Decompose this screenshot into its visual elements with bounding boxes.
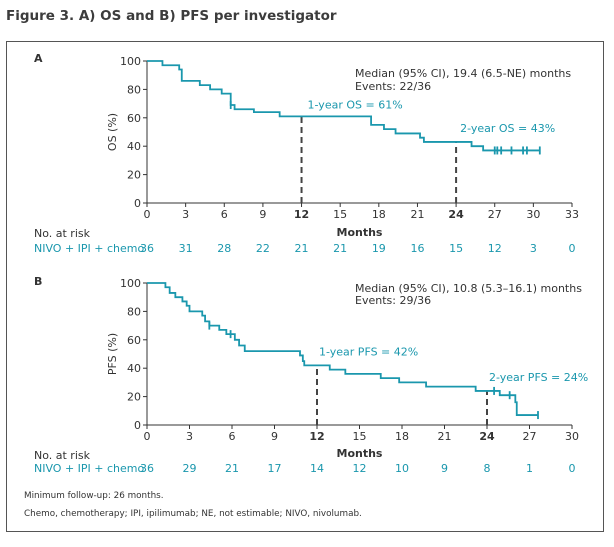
x-tick-label-pfs: 30 xyxy=(565,430,579,443)
risk-group-os: NIVO + IPI + chemo xyxy=(34,242,145,255)
figure-frame xyxy=(6,41,604,532)
events-text-pfs: Events: 29/36 xyxy=(355,294,431,307)
km-curve-pfs xyxy=(147,282,538,416)
risk-count-os: 21 xyxy=(333,242,347,255)
risk-count-pfs: 9 xyxy=(441,462,448,475)
landmark-label-pfs: 2-year PFS = 24% xyxy=(489,371,588,384)
y-axis-label-pfs: PFS (%) xyxy=(106,333,119,375)
risk-count-os: 19 xyxy=(372,242,386,255)
y-tick-label-os: 40 xyxy=(127,140,141,153)
x-tick-label-pfs: 27 xyxy=(523,430,537,443)
figure-title: Figure 3. A) OS and B) PFS per investiga… xyxy=(6,8,337,24)
x-tick-label-pfs: 24 xyxy=(479,430,495,443)
y-axis-label-os: OS (%) xyxy=(106,113,119,151)
y-tick-label-pfs: 100 xyxy=(120,277,141,290)
x-tick-label-pfs: 21 xyxy=(438,430,452,443)
x-tick-label-pfs: 6 xyxy=(229,430,236,443)
x-tick-label-pfs: 15 xyxy=(353,430,367,443)
risk-count-os: 16 xyxy=(410,242,424,255)
panel-label-os: A xyxy=(34,52,43,65)
x-tick-label-pfs: 18 xyxy=(395,430,409,443)
risk-count-os: 3 xyxy=(530,242,537,255)
risk-count-os: 0 xyxy=(569,242,576,255)
risk-count-pfs: 36 xyxy=(140,462,154,475)
risk-count-os: 12 xyxy=(488,242,502,255)
x-tick-label-os: 12 xyxy=(294,208,309,221)
x-tick-label-os: 30 xyxy=(526,208,540,221)
risk-heading-os: No. at risk xyxy=(34,227,91,240)
y-tick-label-pfs: 80 xyxy=(127,305,141,318)
median-text-os: Median (95% CI), 19.4 (6.5-NE) months xyxy=(355,67,571,80)
y-tick-label-pfs: 40 xyxy=(127,362,141,375)
risk-count-pfs: 29 xyxy=(183,462,197,475)
y-tick-label-os: 0 xyxy=(134,197,141,210)
landmark-label-os: 1-year OS = 61% xyxy=(308,98,403,111)
footnote-follow-up: Minimum follow-up: 26 months. xyxy=(24,491,164,501)
x-tick-label-pfs: 9 xyxy=(271,430,278,443)
y-tick-label-os: 60 xyxy=(127,112,141,125)
x-tick-label-os: 15 xyxy=(333,208,347,221)
risk-count-os: 21 xyxy=(295,242,309,255)
y-tick-label-os: 100 xyxy=(120,55,141,68)
landmark-label-pfs: 1-year PFS = 42% xyxy=(319,345,418,358)
risk-count-os: 31 xyxy=(179,242,193,255)
median-text-pfs: Median (95% CI), 10.8 (5.3–16.1) months xyxy=(355,282,582,295)
x-tick-label-os: 33 xyxy=(565,208,579,221)
x-tick-label-os: 6 xyxy=(221,208,228,221)
x-tick-label-os: 27 xyxy=(488,208,502,221)
landmark-label-os: 2-year OS = 43% xyxy=(460,122,555,135)
x-tick-label-pfs: 3 xyxy=(186,430,193,443)
risk-group-pfs: NIVO + IPI + chemo xyxy=(34,462,145,475)
risk-count-os: 28 xyxy=(217,242,231,255)
risk-count-os: 22 xyxy=(256,242,270,255)
risk-count-pfs: 0 xyxy=(569,462,576,475)
risk-count-pfs: 10 xyxy=(395,462,409,475)
y-tick-label-os: 20 xyxy=(127,169,141,182)
footnote-abbreviations: Chemo, chemotherapy; IPI, ipilimumab; NE… xyxy=(24,509,362,519)
risk-count-pfs: 21 xyxy=(225,462,239,475)
km-curve-os xyxy=(147,60,540,152)
x-axis-label-pfs: Months xyxy=(337,447,383,460)
risk-count-pfs: 17 xyxy=(268,462,282,475)
x-tick-label-pfs: 0 xyxy=(144,430,151,443)
risk-count-os: 36 xyxy=(140,242,154,255)
risk-count-pfs: 14 xyxy=(310,462,324,475)
panel-label-pfs: B xyxy=(34,275,42,288)
risk-heading-pfs: No. at risk xyxy=(34,449,91,462)
risk-count-os: 15 xyxy=(449,242,463,255)
x-tick-label-os: 0 xyxy=(144,208,151,221)
y-tick-label-pfs: 20 xyxy=(127,391,141,404)
risk-count-pfs: 1 xyxy=(526,462,533,475)
x-tick-label-os: 9 xyxy=(259,208,266,221)
x-tick-label-os: 18 xyxy=(372,208,386,221)
y-tick-label-os: 80 xyxy=(127,83,141,96)
x-axis-label-os: Months xyxy=(337,226,383,239)
y-tick-label-pfs: 60 xyxy=(127,334,141,347)
risk-count-pfs: 12 xyxy=(353,462,367,475)
x-tick-label-os: 21 xyxy=(410,208,424,221)
risk-count-pfs: 8 xyxy=(484,462,491,475)
x-tick-label-os: 24 xyxy=(448,208,464,221)
x-tick-label-os: 3 xyxy=(182,208,189,221)
y-tick-label-pfs: 0 xyxy=(134,419,141,432)
events-text-os: Events: 22/36 xyxy=(355,80,431,93)
x-tick-label-pfs: 12 xyxy=(309,430,324,443)
